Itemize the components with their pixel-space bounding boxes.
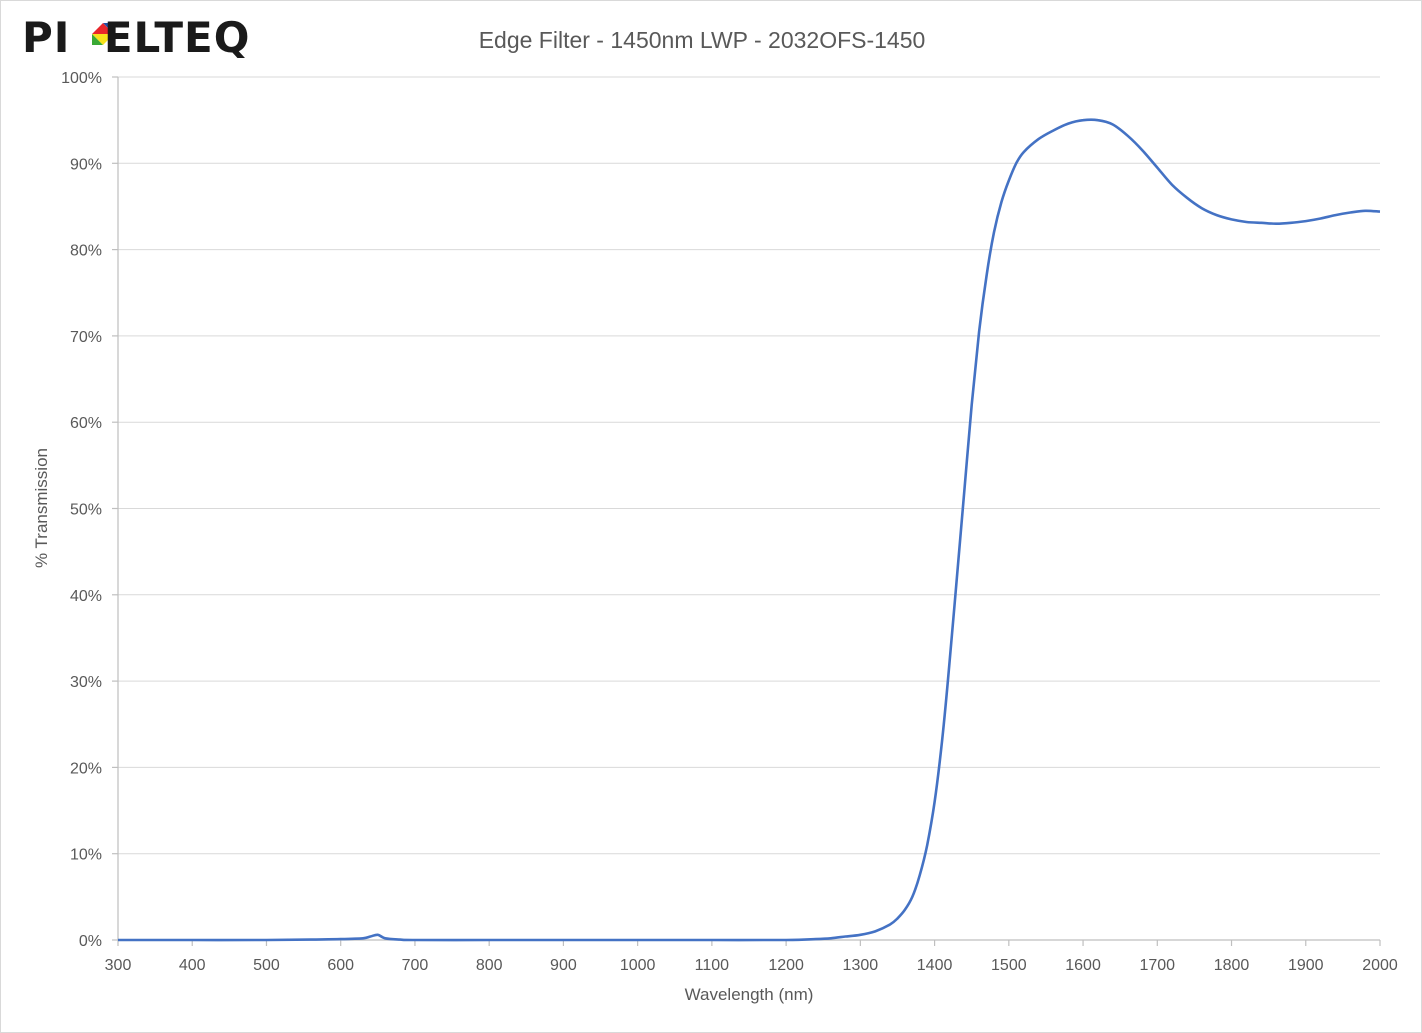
x-tick-label: 400 xyxy=(179,957,206,974)
y-tick-label: 100% xyxy=(61,70,102,87)
x-tick-label: 1000 xyxy=(620,957,656,974)
x-tick-label: 1800 xyxy=(1214,957,1250,974)
logo-text: PIXELTEQ xyxy=(22,13,250,62)
y-tick-label: 40% xyxy=(70,588,102,605)
x-tick-label: 800 xyxy=(476,957,503,974)
y-tick-label: 80% xyxy=(70,243,102,260)
logo-letter: Q xyxy=(214,13,251,62)
x-tick-label: 1900 xyxy=(1288,957,1324,974)
logo-x-blue xyxy=(103,23,114,34)
y-tick-label: 30% xyxy=(70,674,102,691)
logo-letter: I xyxy=(54,13,71,62)
logo-letter: E xyxy=(104,13,134,62)
y-tick-label: 10% xyxy=(70,847,102,864)
logo-letter: P xyxy=(22,13,54,62)
x-tick-label: 1500 xyxy=(991,957,1027,974)
logo-letter: T xyxy=(154,13,184,62)
x-tick-label: 2000 xyxy=(1362,957,1398,974)
logo-x-yellow xyxy=(92,34,114,45)
x-tick-label: 600 xyxy=(327,957,354,974)
x-tick-label: 1100 xyxy=(695,957,730,974)
logo-mark xyxy=(92,23,114,45)
series-line-transmission xyxy=(118,118,1381,942)
logo-letter: E xyxy=(184,13,214,62)
x-tick-label: 700 xyxy=(402,957,429,974)
logo-x-green xyxy=(92,34,103,45)
axes xyxy=(112,76,1381,946)
x-tick-label: 1600 xyxy=(1065,957,1101,974)
pixelteq-logo: PIXELTEQ xyxy=(22,13,250,62)
y-tick-label: 50% xyxy=(70,502,102,519)
x-tick-label: 900 xyxy=(550,957,577,974)
logo-x-red xyxy=(92,23,114,34)
x-tick-label: 500 xyxy=(253,957,280,974)
grid-lines xyxy=(118,76,1380,855)
y-tick-label: 60% xyxy=(70,415,102,432)
x-tick-label: 1400 xyxy=(917,957,953,974)
x-tick-labels: 300 400 500 600 700 800 900 1000 1100 1200 1300 140… xyxy=(105,957,1398,974)
x-tick-label: 300 xyxy=(105,957,132,974)
x-tick-label: 1200 xyxy=(768,957,804,974)
x-tick-label: 1300 xyxy=(843,957,879,974)
chart-title: Edge Filter - 1450nm LWP - 2032OFS-1450 xyxy=(479,27,926,53)
y-tick-label: 0% xyxy=(79,933,102,950)
y-tick-label: 20% xyxy=(70,760,102,777)
x-axis-title: Wavelength (nm) xyxy=(685,985,814,1004)
y-tick-label: 70% xyxy=(70,329,102,346)
y-axis-title: % Transmission xyxy=(32,448,51,568)
x-tick-label: 1700 xyxy=(1139,957,1175,974)
y-tick-label: 90% xyxy=(70,156,102,173)
y-tick-labels: 0% 10% 20% 30% 40% 50% 60% 70% 80% 90% 100% xyxy=(61,70,102,950)
